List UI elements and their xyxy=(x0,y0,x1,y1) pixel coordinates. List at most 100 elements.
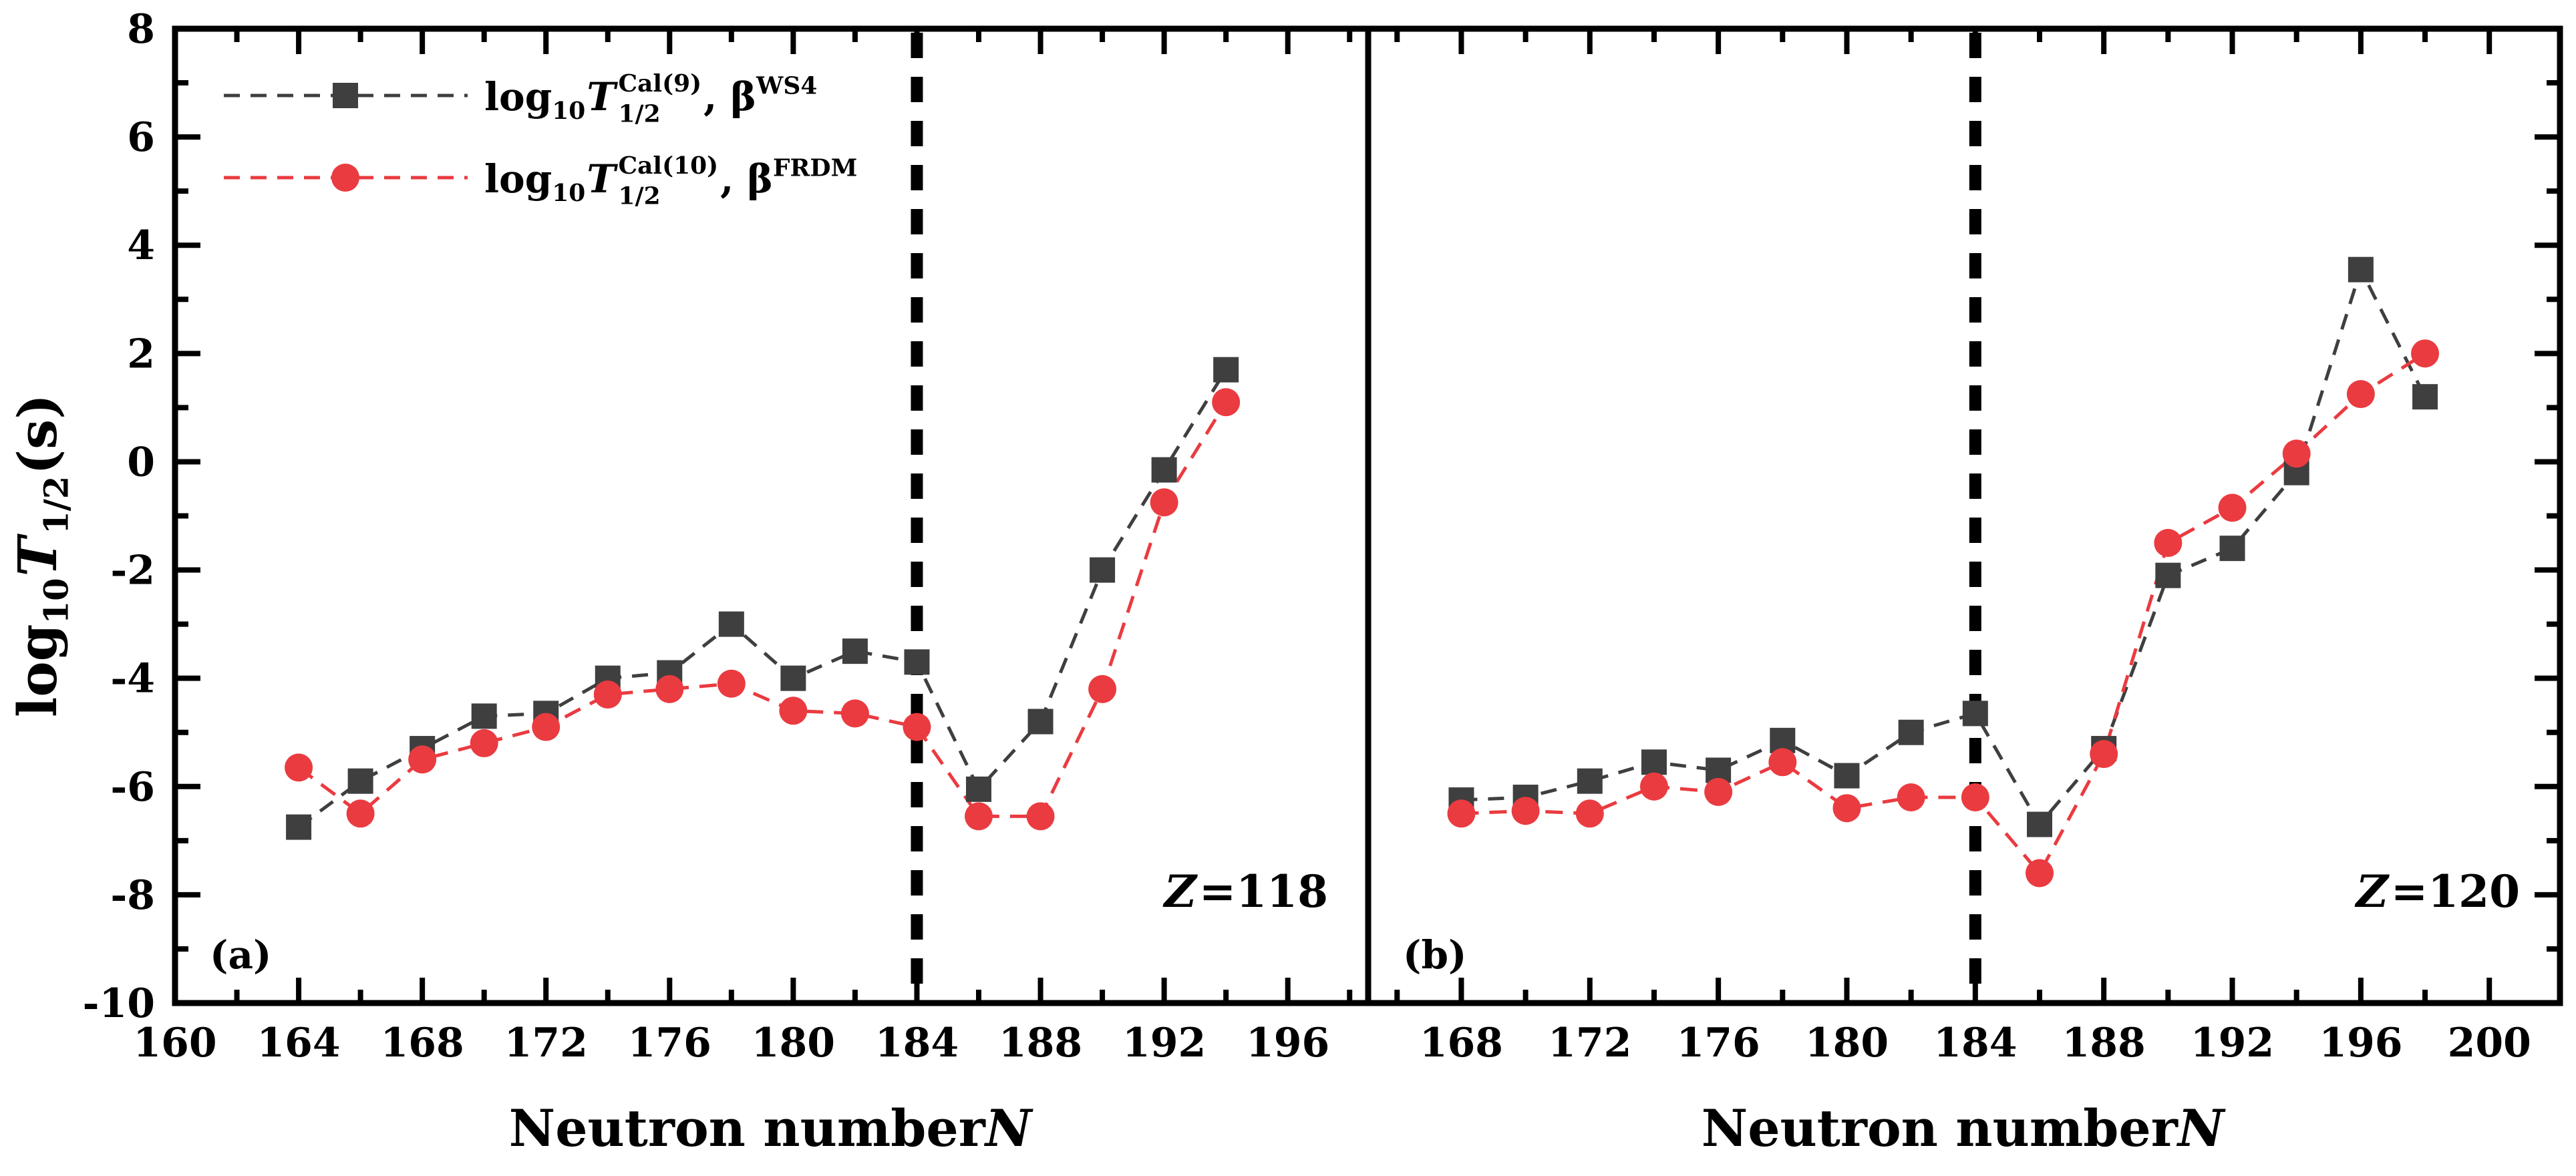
x-tick-label: 196 xyxy=(2319,1020,2402,1066)
data-point-square xyxy=(347,768,373,794)
panel-label-b: (b) xyxy=(1403,932,1466,978)
x-tick-label: 192 xyxy=(1122,1020,1206,1066)
y-tick-label: 4 xyxy=(127,222,155,269)
legend-entry-1: log 10 T Cal(10)1/2 , β FRDM xyxy=(484,152,857,210)
label: =118 xyxy=(1199,865,1328,918)
label: T xyxy=(587,74,618,120)
data-point-square xyxy=(2027,811,2053,837)
x-tick-label: 172 xyxy=(504,1020,588,1066)
series-line-frdm-a xyxy=(297,401,1228,818)
label: Neutron number xyxy=(1702,1099,2179,1158)
data-point-circle xyxy=(717,669,746,698)
label: log xyxy=(484,74,552,120)
label: Cal(10) xyxy=(619,152,719,180)
data-point-square xyxy=(842,638,868,664)
x-tick-label: 192 xyxy=(2191,1020,2274,1066)
y-tick-label: -2 xyxy=(110,548,155,594)
label: 1/2 xyxy=(619,100,661,128)
data-point-circle xyxy=(2218,494,2247,522)
y-tick-label: -10 xyxy=(83,980,155,1027)
data-point-circle xyxy=(1768,748,1797,777)
data-point-circle xyxy=(2154,529,2183,558)
data-point-square xyxy=(1151,457,1177,483)
data-point-circle xyxy=(903,713,931,741)
legend-entry-0: log 10 T Cal(9) 1/2 , β WS4 xyxy=(484,69,817,128)
label: FRDM xyxy=(773,154,857,182)
data-point-circle xyxy=(1961,783,1989,811)
label: 10 xyxy=(552,179,585,207)
data-point-square xyxy=(1213,357,1239,383)
data-point-circle xyxy=(2282,439,2311,468)
label: 10 xyxy=(552,97,585,125)
data-point-circle xyxy=(2411,339,2440,368)
data-point-circle xyxy=(1088,674,1117,703)
y-tick-label: 2 xyxy=(127,331,155,377)
y-tick-label: -8 xyxy=(110,872,155,919)
label: , β xyxy=(703,74,756,120)
label: (s) xyxy=(6,394,69,475)
data-point-square xyxy=(471,703,497,729)
data-point-circle xyxy=(1026,802,1055,831)
x-tick-label: 176 xyxy=(1677,1020,1760,1066)
data-point-square xyxy=(904,649,930,675)
x-axis-title-b: Neutron number N xyxy=(1702,1099,2226,1158)
label: , β xyxy=(720,156,773,202)
y-tick-label: 0 xyxy=(127,439,155,485)
x-tick-label: 184 xyxy=(1933,1020,2017,1066)
data-point-circle xyxy=(2090,740,2118,769)
data-point-circle xyxy=(1897,783,1925,811)
data-point-circle xyxy=(408,745,437,774)
label: 1/2 xyxy=(37,476,76,534)
y-tick-label: -4 xyxy=(110,656,155,703)
y-tick-label: 8 xyxy=(127,6,155,53)
legend-marker-square xyxy=(333,83,358,108)
data-point-circle xyxy=(1212,388,1241,417)
data-point-circle xyxy=(2346,380,2375,409)
data-point-square xyxy=(2155,562,2181,588)
data-point-circle xyxy=(1639,772,1668,801)
data-point-square xyxy=(1641,749,1667,775)
data-point-circle xyxy=(1704,777,1733,806)
data-point-circle xyxy=(1150,488,1178,517)
y-tick-label: 6 xyxy=(127,114,155,161)
label: Z xyxy=(1162,865,1198,918)
x-tick-label: 168 xyxy=(1420,1020,1503,1066)
x-tick-label: 184 xyxy=(875,1020,959,1066)
label: Z xyxy=(2354,865,2390,918)
label: 1/2 xyxy=(619,182,661,210)
data-point-square xyxy=(1027,709,1054,735)
series-line-frdm-b xyxy=(1461,352,2426,876)
label: log xyxy=(6,624,69,717)
data-point-circle xyxy=(655,674,684,703)
data-point-square xyxy=(2348,256,2374,282)
data-point-circle xyxy=(285,753,313,782)
data-point-square xyxy=(1577,768,1603,794)
data-point-circle xyxy=(470,729,498,757)
data-point-square xyxy=(1834,763,1860,789)
x-tick-label: 180 xyxy=(752,1020,835,1066)
data-point-square xyxy=(966,776,992,802)
label: 10 xyxy=(37,578,76,624)
label: T xyxy=(587,156,618,202)
label: Neutron number xyxy=(509,1099,986,1158)
data-point-square xyxy=(780,665,806,691)
data-point-circle xyxy=(593,680,622,709)
data-point-square xyxy=(2219,536,2245,562)
x-tick-label: 176 xyxy=(628,1020,711,1066)
data-point-square xyxy=(1898,719,1924,745)
data-point-circle xyxy=(779,697,808,725)
label: T xyxy=(6,533,69,576)
data-point-circle xyxy=(1511,797,1540,825)
x-tick-label: 160 xyxy=(133,1020,216,1066)
annotation-b: Z =120 xyxy=(2354,865,2520,918)
x-tick-label: 168 xyxy=(381,1020,464,1066)
data-point-circle xyxy=(840,699,869,728)
legend-marker-circle xyxy=(331,164,359,192)
data-point-circle xyxy=(1575,799,1604,828)
label: N xyxy=(984,1099,1033,1158)
x-tick-label: 196 xyxy=(1246,1020,1329,1066)
x-tick-label: 200 xyxy=(2448,1020,2531,1066)
